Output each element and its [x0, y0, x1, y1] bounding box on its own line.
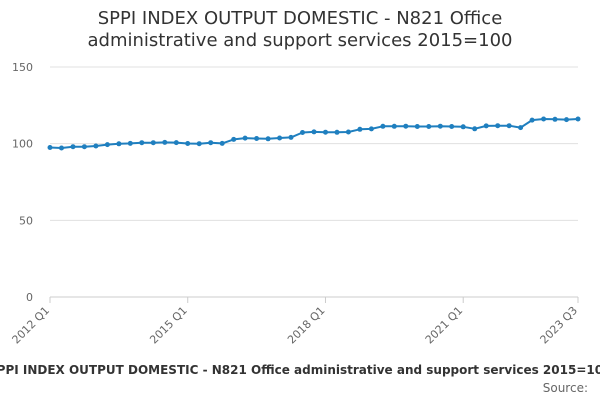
data-point — [231, 136, 237, 142]
data-point — [162, 139, 168, 145]
data-point — [127, 140, 133, 146]
data-point — [357, 126, 363, 132]
data-point — [552, 116, 558, 122]
data-point — [334, 129, 340, 135]
x-tick-label: 2018 Q1 — [285, 304, 328, 347]
data-point — [495, 123, 501, 129]
data-point — [196, 141, 202, 147]
data-point — [460, 124, 466, 130]
data-point — [564, 117, 569, 123]
data-point — [472, 126, 478, 132]
gridlines — [50, 66, 578, 298]
y-tick-label: 100 — [12, 138, 33, 151]
data-point — [47, 145, 53, 150]
data-point — [70, 144, 76, 150]
chart-title: SPPI INDEX OUTPUT DOMESTIC - N821 Office… — [0, 8, 600, 52]
data-point — [173, 140, 179, 146]
data-point — [59, 145, 64, 151]
data-point — [575, 116, 581, 122]
x-tick-label: 2023 Q3 — [538, 304, 581, 347]
data-point — [254, 136, 260, 141]
data-point — [449, 124, 455, 129]
data-point — [104, 142, 110, 148]
data-point — [541, 116, 547, 122]
data-point — [81, 144, 87, 150]
data-point — [139, 140, 145, 146]
data-point — [242, 135, 248, 141]
y-tick-label: 150 — [12, 61, 33, 74]
data-point — [185, 141, 191, 146]
chart-title-line-1: SPPI INDEX OUTPUT DOMESTIC - N821 Office — [97, 8, 503, 29]
chart-caption: SPPI INDEX OUTPUT DOMESTIC - N821 Office… — [0, 363, 600, 377]
data-point — [506, 123, 512, 129]
data-point — [414, 124, 420, 129]
x-tick-label: 2021 Q1 — [423, 304, 466, 347]
y-tick-label: 0 — [26, 291, 33, 304]
data-point — [219, 140, 225, 146]
data-point — [265, 136, 271, 142]
x-tick-label: 2012 Q1 — [10, 304, 53, 347]
series — [47, 116, 581, 151]
chart-title-line-2: administrative and support services 2015… — [87, 30, 513, 51]
data-point — [93, 143, 99, 149]
data-point — [529, 117, 535, 123]
data-point — [368, 126, 374, 132]
data-point — [426, 124, 432, 129]
data-point — [391, 123, 397, 129]
data-point — [323, 129, 328, 135]
data-point — [150, 140, 156, 146]
data-point — [277, 135, 283, 141]
data-point — [288, 134, 294, 140]
data-point — [311, 129, 317, 135]
x-tick-label: 2015 Q1 — [147, 304, 190, 347]
data-point — [208, 140, 214, 146]
data-point — [403, 123, 409, 129]
y-tick-label: 50 — [19, 214, 33, 227]
data-point — [300, 130, 305, 135]
source-label: Source: — [542, 381, 588, 395]
data-point — [437, 123, 443, 129]
data-point — [116, 141, 122, 147]
data-point — [345, 129, 351, 135]
y-axis-tick-labels: 0 50 100 150 — [12, 61, 33, 304]
data-point — [380, 123, 386, 129]
x-axis: 2012 Q1 2015 Q1 2018 Q1 2021 Q1 2023 Q3 — [10, 297, 581, 347]
data-point — [483, 123, 489, 129]
data-point — [518, 125, 524, 131]
